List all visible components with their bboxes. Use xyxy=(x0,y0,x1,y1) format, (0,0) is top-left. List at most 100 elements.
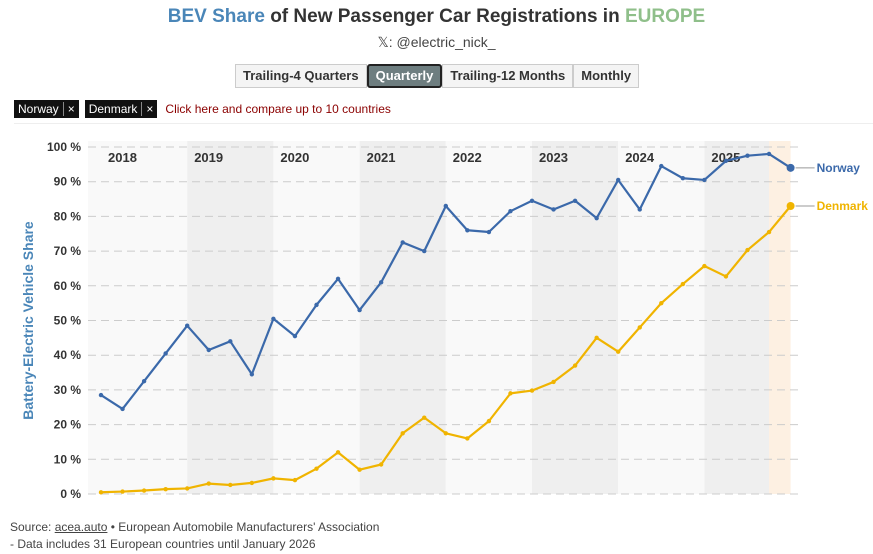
data-point xyxy=(486,229,492,235)
y-tick-label: 60 % xyxy=(54,279,82,293)
tab-trailing-4-quarters[interactable]: Trailing-4 Quarters xyxy=(235,64,367,88)
data-point xyxy=(465,436,470,441)
y-tick-label: 0 % xyxy=(60,487,81,501)
chart-title: BEV Share of New Passenger Car Registrat… xyxy=(0,6,873,28)
source-link[interactable]: acea.auto xyxy=(54,520,108,534)
tab-monthly[interactable]: Monthly xyxy=(573,64,640,88)
frequency-tabs: Trailing-4 Quarters Quarterly Trailing-1… xyxy=(235,64,640,88)
data-point xyxy=(271,476,276,481)
data-point xyxy=(163,486,168,492)
tab-trailing-12-months[interactable]: Trailing-12 Months xyxy=(442,64,574,88)
title-region: EUROPE xyxy=(624,6,706,27)
data-point xyxy=(786,201,795,210)
data-point xyxy=(659,300,664,306)
data-point xyxy=(206,347,211,353)
y-tick-label: 40 % xyxy=(54,348,82,362)
series-denmark: Denmark xyxy=(98,199,868,495)
data-point xyxy=(723,158,729,164)
data-point xyxy=(508,208,513,214)
year-band xyxy=(273,141,360,494)
year-band xyxy=(532,141,619,494)
year-label: 2019 xyxy=(194,150,223,165)
data-point xyxy=(228,339,233,344)
series-label: Norway xyxy=(817,161,861,175)
data-point xyxy=(378,462,384,467)
latest-period-highlight xyxy=(769,141,791,494)
data-point xyxy=(249,480,255,486)
year-label: 2025 xyxy=(711,150,740,165)
chip-denmark: Denmark × xyxy=(84,100,158,118)
data-point xyxy=(314,466,319,471)
data-point xyxy=(745,247,750,253)
tab-quarterly[interactable]: Quarterly xyxy=(366,64,443,88)
data-point xyxy=(443,431,448,436)
data-point xyxy=(745,153,750,158)
year-band xyxy=(187,141,274,494)
data-point xyxy=(249,372,255,377)
data-point xyxy=(680,281,686,287)
footer: Source: acea.auto • European Automobile … xyxy=(10,519,379,553)
data-point xyxy=(766,229,772,235)
subtitle-handle: 𝕏: @electric_nick_ xyxy=(377,34,496,50)
y-axis-label: Battery-Electric Vehicle Share xyxy=(20,221,36,420)
y-tick-label: 30 % xyxy=(54,383,82,397)
y-tick-label: 20 % xyxy=(54,418,82,432)
data-point xyxy=(680,176,686,181)
data-point xyxy=(422,248,427,254)
source-suffix: • European Automobile Manufacturers' Ass… xyxy=(107,520,380,534)
data-point xyxy=(120,489,125,494)
data-point xyxy=(637,207,642,212)
close-icon[interactable]: × xyxy=(62,102,75,116)
data-point xyxy=(400,431,405,436)
data-point xyxy=(616,349,621,354)
data-point xyxy=(314,302,319,308)
data-point xyxy=(335,450,341,455)
data-point xyxy=(594,215,599,221)
data-point xyxy=(98,490,104,495)
data-point xyxy=(120,406,125,412)
year-band xyxy=(618,141,705,494)
data-point xyxy=(185,486,190,491)
data-point xyxy=(163,351,168,356)
data-point xyxy=(400,240,405,245)
year-band xyxy=(359,141,446,494)
data-point xyxy=(702,263,707,269)
year-label: 2018 xyxy=(108,150,137,165)
data-point xyxy=(551,207,556,212)
data-point xyxy=(357,307,362,313)
title-middle: of New Passenger Car Registrations in xyxy=(264,6,625,27)
data-point xyxy=(357,467,362,472)
y-tick-label: 80 % xyxy=(54,209,82,223)
data-point xyxy=(292,333,298,339)
close-icon[interactable]: × xyxy=(141,102,153,116)
year-label: 2023 xyxy=(539,150,568,165)
year-label: 2021 xyxy=(367,150,396,165)
y-tick-label: 70 % xyxy=(54,244,82,258)
compare-countries-link[interactable]: Click here and compare up to 10 countrie… xyxy=(165,102,391,116)
country-selector: Norway × Denmark × Click here and compare … xyxy=(14,95,873,124)
y-tick-label: 90 % xyxy=(54,175,82,189)
data-point xyxy=(572,363,578,368)
data-point xyxy=(551,379,556,385)
year-band xyxy=(704,141,770,494)
year-band xyxy=(445,141,532,494)
data-point xyxy=(335,276,341,282)
data-point xyxy=(185,323,190,328)
data-point xyxy=(378,280,384,285)
series-norway: Norway xyxy=(98,151,861,412)
data-point xyxy=(659,163,664,169)
data-point xyxy=(141,488,147,493)
data-point xyxy=(702,177,707,183)
year-label: 2024 xyxy=(625,150,655,165)
chip-label: Norway xyxy=(18,102,59,116)
data-point xyxy=(572,198,578,203)
data-point xyxy=(529,388,535,393)
title-bev-share: BEV Share xyxy=(167,6,265,27)
chip-norway: Norway × xyxy=(14,100,79,118)
y-tick-label: 100 % xyxy=(47,140,81,154)
data-point xyxy=(271,316,276,321)
data-point xyxy=(508,391,513,396)
data-point xyxy=(616,177,621,183)
data-point xyxy=(786,163,795,172)
